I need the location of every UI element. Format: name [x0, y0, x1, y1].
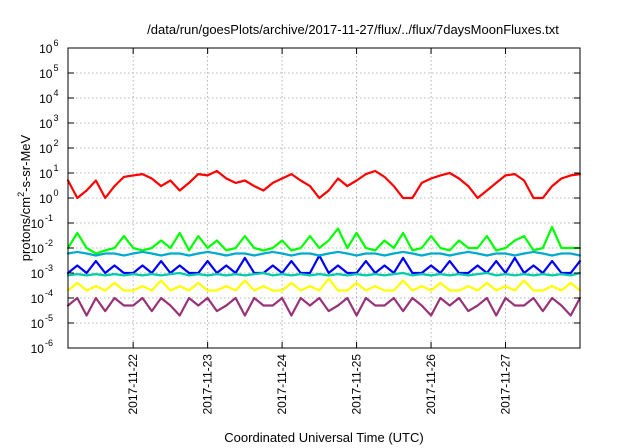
y-tick-exponent: -6: [45, 338, 53, 348]
x-tick-label: 2017-11-22: [126, 354, 140, 415]
y-axis-label: protons/cm2-s-sr-MeV: [16, 134, 33, 261]
y-tick-exponent: 0: [53, 188, 58, 198]
x-tick-label: 2017-11-27: [499, 354, 513, 415]
y-tick-label: 10-6: [31, 338, 53, 356]
y-axis-label-layer: protons/cm2-s-sr-MeV: [16, 134, 33, 261]
series-line-5: [66, 250, 582, 257]
chart-title: /data/run/goesPlots/archive/2017-11-27/f…: [147, 22, 559, 37]
y-tick-label: 105: [39, 63, 58, 81]
y-tick-label: 10-1: [31, 213, 53, 231]
series-layer: [66, 169, 582, 317]
y-tick-label: 101: [39, 163, 58, 181]
y-tick-exponent: -1: [45, 213, 53, 223]
series-line-7: [66, 296, 582, 317]
series-line-3: [66, 254, 582, 275]
y-tick-label: 10-3: [31, 263, 53, 281]
y-tick-label: 104: [39, 88, 58, 106]
x-tick-label: 2017-11-23: [201, 354, 215, 415]
y-tick-exponent: 5: [53, 63, 58, 73]
y-axis-label-sup: 2: [16, 192, 26, 197]
series-line-2: [66, 225, 582, 255]
y-tick-exponent: -4: [45, 288, 53, 298]
y-tick-exponent: 4: [53, 88, 58, 98]
y-tick-label: 102: [39, 138, 58, 156]
y-tick-exponent: -3: [45, 263, 53, 273]
y-tick-exponent: -2: [45, 238, 53, 248]
y-tick-label: 103: [39, 113, 58, 131]
series-line-6: [66, 277, 582, 292]
y-tick-exponent: -5: [45, 313, 53, 323]
y-tick-label: 10-4: [31, 288, 53, 306]
y-tick-label: 100: [39, 188, 58, 206]
y-axis-label-rest: -s-sr-MeV: [18, 134, 33, 191]
x-tick-label: 2017-11-26: [424, 354, 438, 415]
y-tick-exponent: 1: [53, 163, 58, 173]
x-tick-label: 2017-11-25: [350, 354, 364, 415]
y-tick-label: 10-2: [31, 238, 53, 256]
y-tick-exponent: 2: [53, 138, 58, 148]
y-tick-exponent: 3: [53, 113, 58, 123]
y-tick-label: 106: [39, 38, 58, 56]
y-tick-label: 10-5: [31, 313, 53, 331]
series-line-1: [66, 169, 582, 200]
series-line-4: [66, 271, 582, 277]
x-tick-label: 2017-11-24: [275, 354, 289, 415]
y-axis-label-base: protons/cm: [18, 197, 33, 261]
y-tick-exponent: 6: [53, 38, 58, 48]
tick-layer: 10-610-510-410-310-210-11001011021031041…: [31, 38, 580, 415]
x-axis-label: Coordinated Universal Time (UTC): [224, 430, 423, 445]
